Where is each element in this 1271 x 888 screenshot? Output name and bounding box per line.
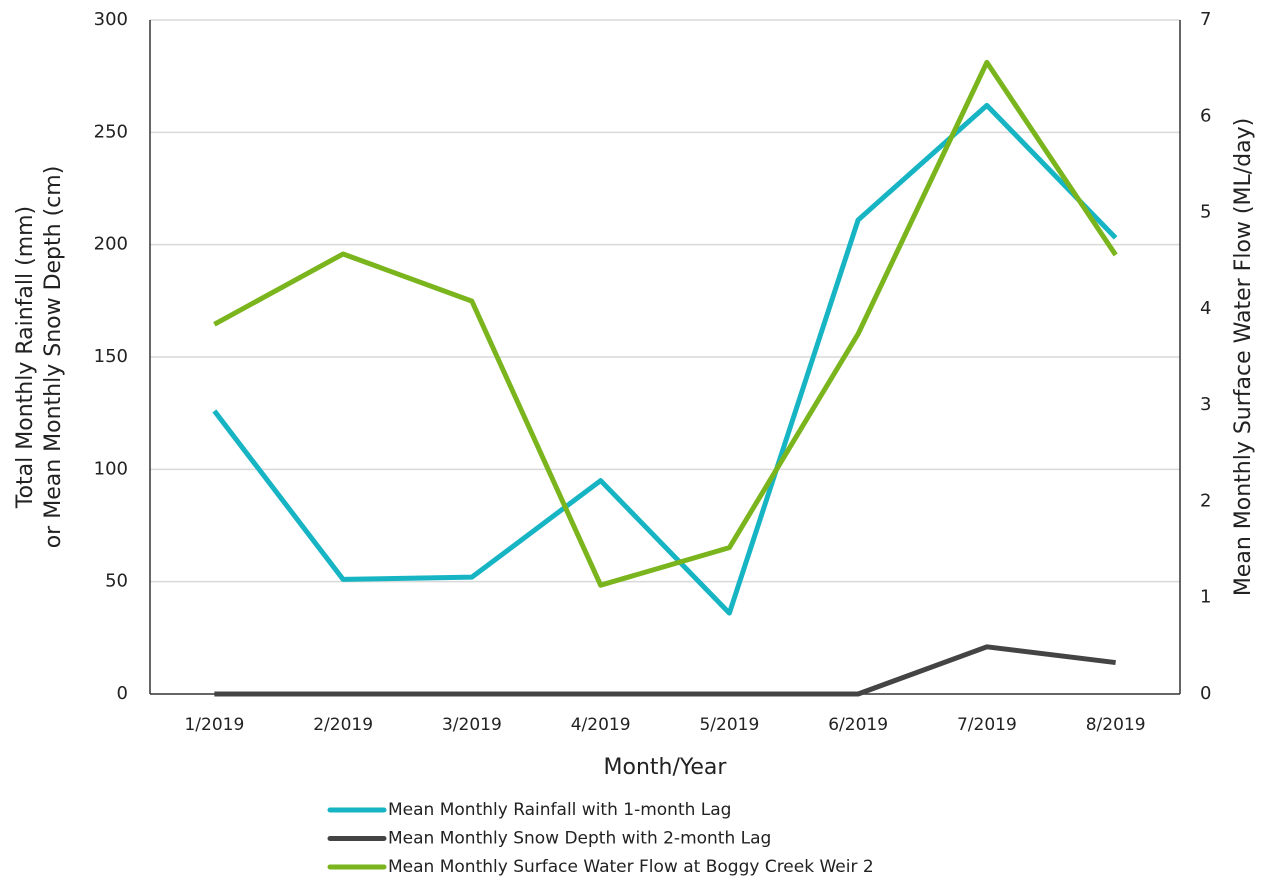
x-tick-label: 8/2019 bbox=[1086, 715, 1146, 735]
x-tick-label: 1/2019 bbox=[184, 715, 244, 735]
series-line bbox=[214, 644, 1116, 697]
y-axis-label: or Mean Monthly Snow Depth (cm) bbox=[41, 166, 66, 549]
y-tick-label: 100 bbox=[94, 458, 128, 479]
y-tick-label: 150 bbox=[94, 346, 128, 367]
y-tick-label: 0 bbox=[117, 683, 128, 704]
series-line bbox=[213, 59, 1118, 588]
y2-axis-label: Mean Monthly Surface Water Flow (ML/day) bbox=[1231, 118, 1256, 596]
y2-tick-label: 7 bbox=[1200, 9, 1211, 30]
y2-tick-label: 3 bbox=[1200, 394, 1211, 415]
y-tick-label: 50 bbox=[105, 571, 128, 592]
y2-tick-label: 1 bbox=[1200, 587, 1211, 608]
x-tick-label: 5/2019 bbox=[699, 715, 759, 735]
y-tick-label: 200 bbox=[94, 234, 128, 255]
legend-label: Mean Monthly Surface Water Flow at Boggy… bbox=[388, 857, 874, 877]
y-tick-label: 300 bbox=[94, 9, 128, 30]
legend-label: Mean Monthly Snow Depth with 2-month Lag bbox=[388, 829, 771, 849]
y-axis-label: Total Monthly Rainfall (mm) bbox=[13, 206, 38, 509]
x-tick-label: 4/2019 bbox=[571, 715, 631, 735]
y-tick-label: 250 bbox=[94, 121, 128, 142]
y2-tick-label: 5 bbox=[1200, 202, 1211, 223]
series-line bbox=[212, 102, 1118, 616]
y2-tick-label: 4 bbox=[1200, 298, 1211, 319]
y2-tick-label: 0 bbox=[1200, 683, 1211, 704]
legend-label: Mean Monthly Rainfall with 1-month Lag bbox=[388, 800, 731, 820]
x-axis-label: Month/Year bbox=[604, 755, 728, 780]
x-tick-label: 7/2019 bbox=[957, 715, 1017, 735]
x-tick-label: 6/2019 bbox=[828, 715, 888, 735]
x-tick-label: 2/2019 bbox=[313, 715, 373, 735]
y2-tick-label: 6 bbox=[1200, 105, 1211, 126]
y2-tick-label: 2 bbox=[1200, 490, 1211, 511]
x-tick-label: 3/2019 bbox=[442, 715, 502, 735]
